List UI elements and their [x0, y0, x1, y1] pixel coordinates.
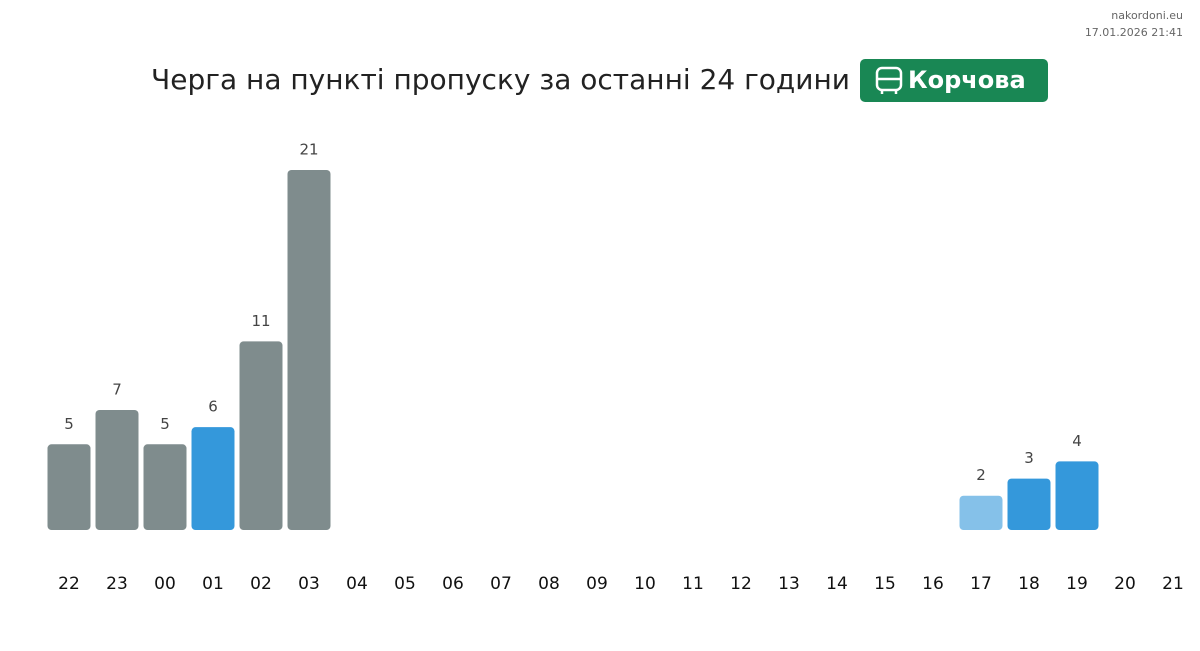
chart-title: Черга на пункті пропуску за останні 24 г… [151, 63, 850, 96]
badge [860, 59, 1048, 102]
bar [1007, 478, 1051, 530]
bar [1055, 461, 1099, 530]
site-name: nakordoni.eu [1111, 9, 1183, 22]
value-label: 11 [251, 312, 270, 330]
bar [287, 170, 331, 530]
x-tick-label: 01 [202, 574, 224, 594]
value-label: 5 [64, 415, 74, 433]
x-tick-label: 02 [250, 574, 272, 594]
value-label: 5 [160, 415, 170, 433]
x-tick-label: 20 [1114, 574, 1136, 594]
value-label: 6 [208, 398, 218, 416]
x-tick-label: 07 [490, 574, 512, 594]
x-tick-label: 21 [1162, 574, 1184, 594]
x-tick-label: 23 [106, 574, 128, 594]
x-tick-label: 12 [730, 574, 752, 594]
x-tick-label: 10 [634, 574, 656, 594]
x-tick-label: 11 [682, 574, 704, 594]
x-tick-label: 14 [826, 574, 848, 594]
value-label: 2 [976, 466, 986, 484]
bus-icon [875, 66, 903, 94]
x-tick-label: 17 [970, 574, 992, 594]
x-tick-label: 18 [1018, 574, 1040, 594]
value-label: 4 [1072, 432, 1082, 450]
x-tick-label: 16 [922, 574, 944, 594]
bar [239, 341, 283, 530]
x-tick-label: 05 [394, 574, 416, 594]
x-tick-label: 22 [58, 574, 80, 594]
x-tick-label: 15 [874, 574, 896, 594]
x-tick-label: 03 [298, 574, 320, 594]
value-label: 7 [112, 381, 122, 399]
bar [959, 495, 1003, 530]
x-tick-label: 04 [346, 574, 368, 594]
bar [143, 444, 187, 530]
x-tick-label: 13 [778, 574, 800, 594]
x-tick-label: 06 [442, 574, 464, 594]
x-tick-label: 09 [586, 574, 608, 594]
value-label: 21 [299, 141, 318, 159]
bar [95, 410, 139, 530]
bar [191, 427, 235, 530]
x-tick-label: 08 [538, 574, 560, 594]
value-label: 3 [1024, 449, 1034, 467]
x-tick-label: 00 [154, 574, 176, 594]
timestamp: 17.01.2026 21:41 [1085, 26, 1183, 39]
badge-label: Корчова [908, 66, 1026, 94]
bar [47, 444, 91, 530]
x-tick-label: 19 [1066, 574, 1088, 594]
